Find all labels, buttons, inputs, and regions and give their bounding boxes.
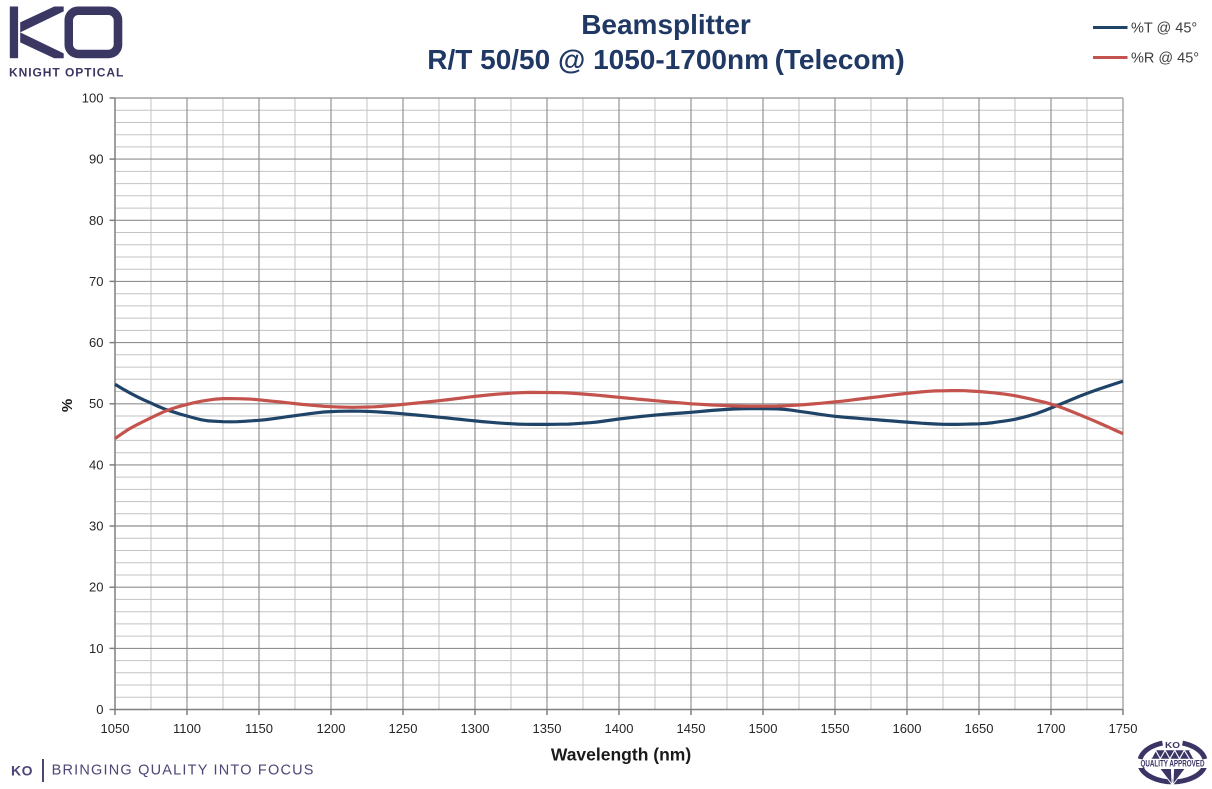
svg-text:1750: 1750 bbox=[1109, 721, 1138, 736]
svg-text:1150: 1150 bbox=[245, 721, 273, 736]
svg-text:%: % bbox=[59, 399, 76, 412]
svg-text:QUALITY APPROVED: QUALITY APPROVED bbox=[1141, 759, 1205, 769]
svg-text:100: 100 bbox=[82, 91, 104, 106]
svg-text:50: 50 bbox=[89, 396, 103, 411]
svg-text:1600: 1600 bbox=[893, 721, 922, 736]
svg-text:20: 20 bbox=[89, 580, 103, 595]
svg-text:1200: 1200 bbox=[317, 721, 346, 736]
svg-text:KNIGHT OPTICAL: KNIGHT OPTICAL bbox=[9, 66, 124, 80]
svg-text:90: 90 bbox=[89, 152, 103, 167]
svg-text:1400: 1400 bbox=[605, 721, 634, 736]
svg-text:%T @ 45°: %T @ 45° bbox=[1131, 21, 1197, 37]
svg-text:60: 60 bbox=[89, 335, 103, 350]
svg-text:1050: 1050 bbox=[101, 721, 130, 736]
svg-text:Wavelength (nm): Wavelength (nm) bbox=[551, 745, 691, 765]
svg-text:1700: 1700 bbox=[1037, 721, 1066, 736]
svg-text:0: 0 bbox=[96, 702, 103, 717]
svg-text:1650: 1650 bbox=[965, 721, 994, 736]
svg-text:10: 10 bbox=[89, 641, 103, 656]
svg-text:1100: 1100 bbox=[173, 721, 201, 736]
svg-text:80: 80 bbox=[89, 213, 103, 228]
svg-text:1500: 1500 bbox=[749, 721, 778, 736]
svg-text:1350: 1350 bbox=[533, 721, 562, 736]
svg-text:1250: 1250 bbox=[389, 721, 418, 736]
svg-text:1450: 1450 bbox=[677, 721, 706, 736]
svg-text:1550: 1550 bbox=[821, 721, 850, 736]
svg-text:1300: 1300 bbox=[461, 721, 490, 736]
svg-text:70: 70 bbox=[89, 274, 103, 289]
svg-text:%R @ 45°: %R @ 45° bbox=[1131, 51, 1199, 67]
svg-text:KO: KO bbox=[1165, 740, 1180, 750]
svg-text:30: 30 bbox=[89, 519, 103, 534]
svg-text:40: 40 bbox=[89, 457, 103, 472]
